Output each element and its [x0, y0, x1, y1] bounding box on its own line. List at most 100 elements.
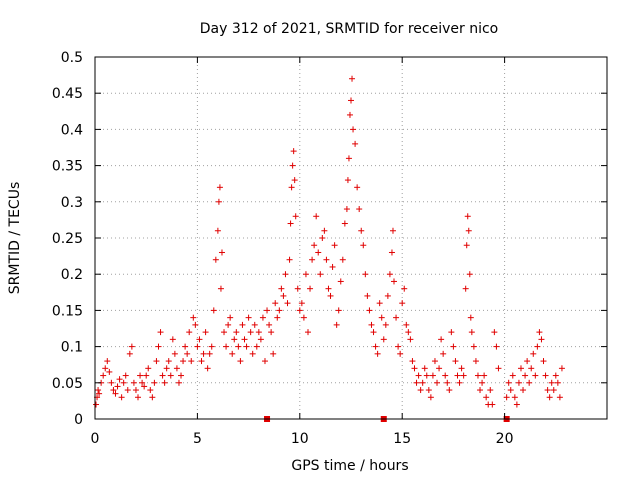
data-point	[95, 387, 102, 394]
data-point	[231, 336, 238, 343]
data-point	[411, 365, 418, 372]
data-point	[137, 372, 144, 379]
data-point	[526, 379, 533, 386]
data-point	[352, 140, 359, 147]
data-point	[163, 365, 170, 372]
data-point	[425, 387, 432, 394]
y-tick-label: 0.45	[52, 86, 83, 102]
data-point	[100, 372, 107, 379]
data-point	[423, 372, 430, 379]
data-point	[376, 300, 383, 307]
data-point	[386, 271, 393, 278]
x-tick-label: 0	[91, 431, 100, 447]
data-point	[114, 383, 121, 390]
y-tick-label: 0.05	[52, 376, 83, 392]
data-point	[298, 300, 305, 307]
data-point	[104, 358, 111, 365]
data-point	[456, 379, 463, 386]
data-point	[120, 379, 127, 386]
data-point	[344, 177, 351, 184]
data-point	[438, 336, 445, 343]
data-point	[465, 227, 472, 234]
data-point	[257, 336, 264, 343]
data-point	[528, 365, 535, 372]
data-point	[477, 387, 484, 394]
data-point	[542, 372, 549, 379]
data-point	[446, 387, 453, 394]
data-point	[362, 271, 369, 278]
data-point	[315, 249, 322, 256]
data-point	[178, 372, 185, 379]
y-tick-label: 0.1	[61, 340, 83, 356]
data-point	[210, 307, 217, 314]
data-point	[513, 401, 520, 408]
data-point	[335, 307, 342, 314]
data-point	[378, 314, 385, 321]
data-point	[184, 350, 191, 357]
data-point	[544, 387, 551, 394]
y-tick-label: 0.2	[61, 267, 83, 283]
data-point	[346, 111, 353, 118]
data-point	[405, 329, 412, 336]
data-point	[505, 379, 512, 386]
data-point	[204, 365, 211, 372]
data-point	[354, 184, 361, 191]
data-point	[550, 387, 557, 394]
data-point	[110, 387, 117, 394]
data-point	[188, 358, 195, 365]
data-point	[311, 242, 318, 249]
data-point	[348, 97, 354, 104]
data-point	[149, 394, 156, 401]
data-point	[319, 235, 326, 241]
data-point	[321, 227, 328, 234]
y-tick-label: 0.15	[52, 303, 83, 319]
chart-title: Day 312 of 2021, SRMTID for receiver nic…	[200, 21, 498, 37]
data-point	[524, 358, 531, 365]
data-point	[165, 358, 172, 365]
data-point	[546, 394, 553, 401]
data-point	[374, 350, 381, 357]
data-point	[288, 184, 295, 191]
data-point	[278, 285, 285, 292]
data-point	[309, 256, 316, 263]
data-point	[325, 285, 332, 292]
data-point	[266, 321, 273, 328]
data-point	[307, 285, 314, 292]
data-point	[143, 372, 150, 379]
data-point	[135, 394, 142, 401]
data-point	[323, 256, 330, 263]
data-point	[436, 365, 443, 372]
data-point	[401, 285, 408, 292]
data-point	[448, 329, 455, 336]
data-point	[270, 350, 277, 357]
data-point	[339, 256, 346, 263]
data-point	[268, 329, 275, 336]
data-point	[229, 350, 236, 357]
data-point	[212, 256, 219, 263]
data-point	[391, 278, 398, 285]
y-tick-label: 0.35	[52, 159, 83, 175]
data-point	[139, 379, 146, 386]
data-point	[161, 379, 168, 386]
data-point	[556, 394, 563, 401]
data-point	[130, 379, 137, 386]
x-tick-label: 10	[291, 431, 309, 447]
data-point	[202, 329, 209, 336]
data-point	[290, 148, 297, 155]
data-point	[227, 314, 234, 321]
data-point	[413, 379, 420, 386]
data-point	[331, 242, 338, 249]
data-point	[102, 365, 109, 372]
x-tick-label: 5	[193, 431, 202, 447]
data-point	[444, 379, 451, 386]
grid-lines	[95, 57, 607, 419]
data-point	[364, 292, 371, 299]
data-point	[304, 329, 311, 336]
data-point	[153, 358, 160, 365]
data-point	[360, 242, 367, 249]
data-point	[493, 343, 500, 350]
data-point	[253, 343, 260, 350]
data-point	[380, 336, 387, 343]
data-point	[548, 379, 555, 386]
data-point	[440, 350, 447, 357]
